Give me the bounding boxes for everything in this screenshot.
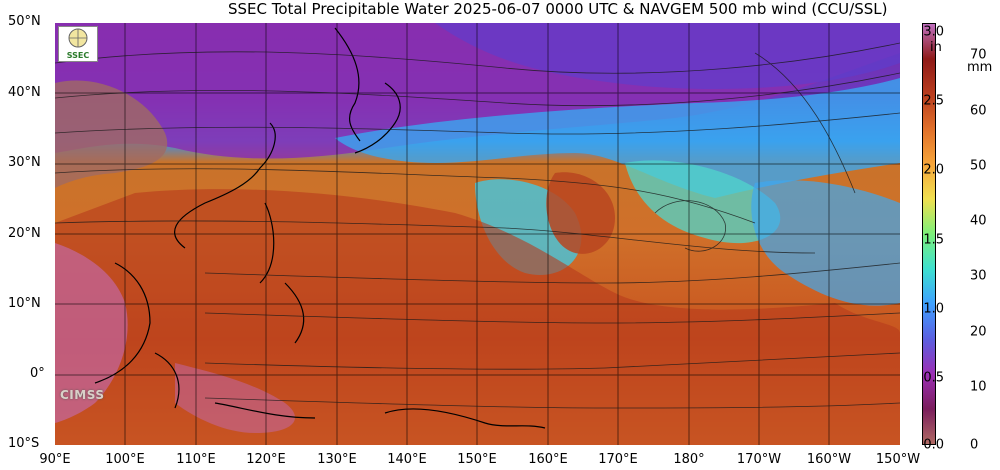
lon-label-150e: 150°E [457, 452, 497, 467]
lon-label-170e: 170°E [598, 452, 638, 467]
colorbar [922, 23, 936, 445]
colorbar-mm-tick: 70 [970, 47, 987, 63]
map-title: SSEC Total Precipitable Water 2025-06-07… [228, 0, 888, 18]
lat-label-50n: 50°N [8, 14, 41, 29]
lat-label-10n: 10°N [8, 296, 41, 311]
lat-label-40n: 40°N [8, 85, 41, 100]
lon-label-150w: 150°W [875, 452, 921, 467]
ssec-logo-text: SSEC [66, 51, 90, 60]
coastlines [94, 27, 546, 429]
cimss-watermark: CIMSS [60, 388, 105, 402]
lon-label-90e: 90°E [39, 452, 71, 467]
colorbar-unit-mm: mm [967, 60, 993, 75]
lon-label-180: 180° [673, 452, 705, 467]
colorbar-in-tick: 1.5 [923, 232, 944, 248]
colorbar-unit-in: in [930, 40, 942, 55]
lon-label-110e: 110°E [176, 452, 216, 467]
colorbar-in-tick: 2.0 [923, 162, 944, 178]
colorbar-mm-tick: 30 [970, 268, 987, 284]
lon-label-130e: 130°E [317, 452, 357, 467]
colorbar-in-tick: 2.5 [923, 93, 944, 109]
colorbar-mm-tick: 0 [970, 437, 979, 453]
colorbar-in-tick: 3.0 [923, 24, 944, 40]
lat-label-20n: 20°N [8, 226, 41, 241]
lon-label-160e: 160°E [528, 452, 568, 467]
ssec-logo: SSEC [58, 26, 98, 62]
lon-label-120e: 120°E [246, 452, 286, 467]
lon-label-100e: 100°E [105, 452, 145, 467]
colorbar-mm-tick: 40 [970, 213, 987, 229]
lat-label-10s: 10°S [8, 436, 40, 451]
lat-label-0: 0° [30, 366, 45, 381]
colorbar-in-tick: 1.0 [923, 301, 944, 317]
colorbar-in-tick: 0.5 [923, 370, 944, 386]
colorbar-in-tick: 0.0 [923, 437, 944, 453]
lon-label-170w: 170°W [736, 452, 782, 467]
lon-label-160w: 160°W [806, 452, 852, 467]
colorbar-mm-tick: 60 [970, 103, 987, 119]
colorbar-mm-tick: 50 [970, 158, 987, 174]
map-canvas [55, 23, 900, 445]
globe-icon [68, 28, 88, 48]
precipitable-water-map [55, 23, 900, 445]
lat-label-30n: 30°N [8, 155, 41, 170]
lon-label-140e: 140°E [387, 452, 427, 467]
colorbar-mm-tick: 20 [970, 324, 987, 340]
colorbar-mm-tick: 10 [970, 379, 987, 395]
wind-streamlines [55, 42, 900, 409]
